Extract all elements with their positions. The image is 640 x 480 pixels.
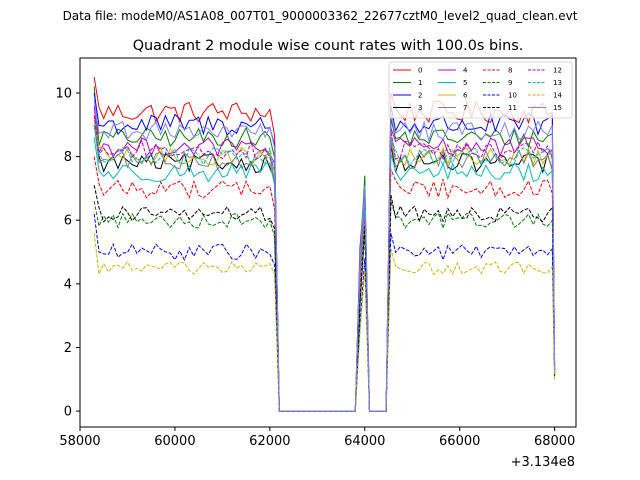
data-file-header: Data file: modeM0/AS1A08_007T01_90000033… bbox=[63, 9, 578, 23]
x-tick-label: 66000 bbox=[439, 434, 480, 449]
x-tick-label: 64000 bbox=[344, 434, 385, 449]
legend-label-2: 2 bbox=[418, 92, 422, 100]
series-line-5 bbox=[93, 137, 556, 412]
x-tick-label: 68000 bbox=[534, 434, 575, 449]
legend-label-10: 10 bbox=[508, 92, 517, 100]
series-line-0 bbox=[93, 77, 556, 412]
axes-frame bbox=[79, 57, 577, 428]
legend-label-9: 9 bbox=[508, 79, 512, 87]
series-line-8 bbox=[93, 156, 556, 412]
legend-label-14: 14 bbox=[553, 92, 562, 100]
series-line-9 bbox=[93, 200, 556, 412]
series-line-3 bbox=[93, 124, 556, 412]
legend-label-4: 4 bbox=[463, 67, 468, 75]
series-line-2 bbox=[93, 92, 556, 412]
x-tick-label: 58000 bbox=[59, 434, 100, 449]
legend-box bbox=[388, 61, 573, 119]
series-line-15 bbox=[93, 99, 556, 412]
legend-label-8: 8 bbox=[508, 67, 512, 75]
legend-label-13: 13 bbox=[553, 79, 562, 87]
series-line-13 bbox=[93, 124, 556, 412]
legend-label-12: 12 bbox=[553, 67, 562, 75]
series-line-10 bbox=[93, 213, 556, 412]
y-tick-label: 2 bbox=[64, 341, 72, 356]
x-axis: 58000 60000 62000 64000 66000 68000 bbox=[59, 427, 575, 449]
x-tick-label: 62000 bbox=[249, 434, 290, 449]
chart-title: Quadrant 2 module wise count rates with … bbox=[133, 38, 524, 54]
legend-label-3: 3 bbox=[418, 104, 422, 112]
series-line-7 bbox=[93, 124, 556, 412]
x-tick-label: 60000 bbox=[154, 434, 195, 449]
y-tick-label: 10 bbox=[55, 86, 72, 101]
y-axis: 0 2 4 6 8 10 bbox=[55, 86, 80, 420]
legend-label-11: 11 bbox=[508, 104, 517, 112]
legend-label-1: 1 bbox=[418, 79, 422, 87]
y-tick-label: 6 bbox=[64, 214, 72, 229]
legend-label-5: 5 bbox=[463, 79, 467, 87]
series-line-1 bbox=[93, 86, 556, 412]
legend-label-0: 0 bbox=[418, 67, 422, 75]
legend-label-6: 6 bbox=[463, 92, 468, 100]
x-offset-label: +3.134e8 bbox=[511, 455, 575, 470]
series-line-14 bbox=[93, 232, 556, 412]
y-tick-label: 8 bbox=[64, 150, 72, 165]
y-tick-label: 4 bbox=[64, 277, 72, 292]
legend-label-7: 7 bbox=[463, 104, 467, 112]
legend-label-15: 15 bbox=[553, 104, 562, 112]
series-layer bbox=[93, 77, 556, 412]
y-tick-label: 0 bbox=[64, 405, 72, 420]
